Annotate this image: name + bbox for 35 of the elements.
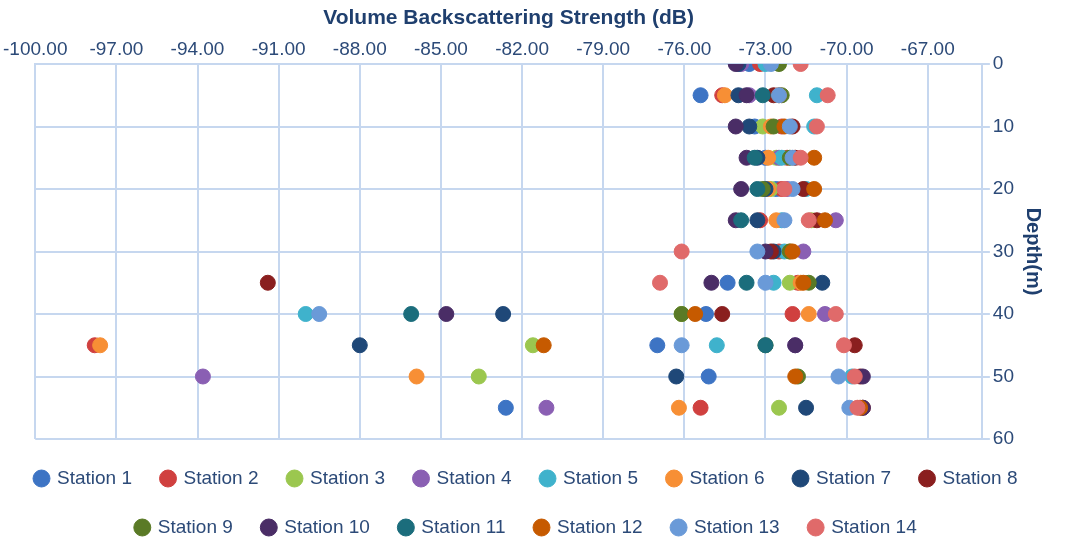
x-tick-label: -82.00 [495,37,549,59]
y-tick-label: 10 [992,114,1015,136]
legend-label: Station 4 [436,466,512,488]
legend-label: Station 7 [816,466,891,488]
legend-label: Station 3 [310,466,385,488]
legend-label: Station 2 [183,466,259,488]
legend-label: Station 9 [157,515,233,537]
legend-label: Station 12 [557,515,643,537]
x-tick-label: -100.00 [2,37,68,59]
y-tick-label: 40 [992,302,1015,324]
legend-label: Station 13 [694,515,780,537]
legend-label: Station 6 [689,466,765,488]
legend-label: Station 11 [421,515,506,537]
legend-label: Station 5 [563,466,638,488]
legend-label: Station 1 [57,466,133,488]
x-tick-label: -91.00 [251,37,306,59]
y-tick-label: 20 [992,177,1015,199]
x-tick-label: -79.00 [576,37,631,59]
x-tick-label: -85.00 [413,37,468,59]
x-tick-label: -76.00 [657,37,712,59]
y-tick-label: 50 [992,364,1015,386]
x-tick-label: -94.00 [170,37,225,59]
x-tick-label: -73.00 [738,37,793,59]
x-tick-label: -97.00 [89,37,144,59]
legend-label: Station 14 [831,515,918,537]
x-tick-label: -67.00 [900,37,955,59]
y-tick-label: 30 [992,239,1015,261]
legend-label: Station 8 [942,466,1018,488]
x-tick-label: -88.00 [332,37,387,59]
legend-label: Station 10 [284,515,370,537]
y-tick-label: 60 [992,427,1015,449]
x-axis-title: Volume Backscattering Strength (dB) [323,5,694,29]
y-tick-label: 0 [992,52,1004,74]
y-axis-title: Depth(m) [1023,207,1046,296]
x-tick-label: -70.00 [819,37,874,59]
